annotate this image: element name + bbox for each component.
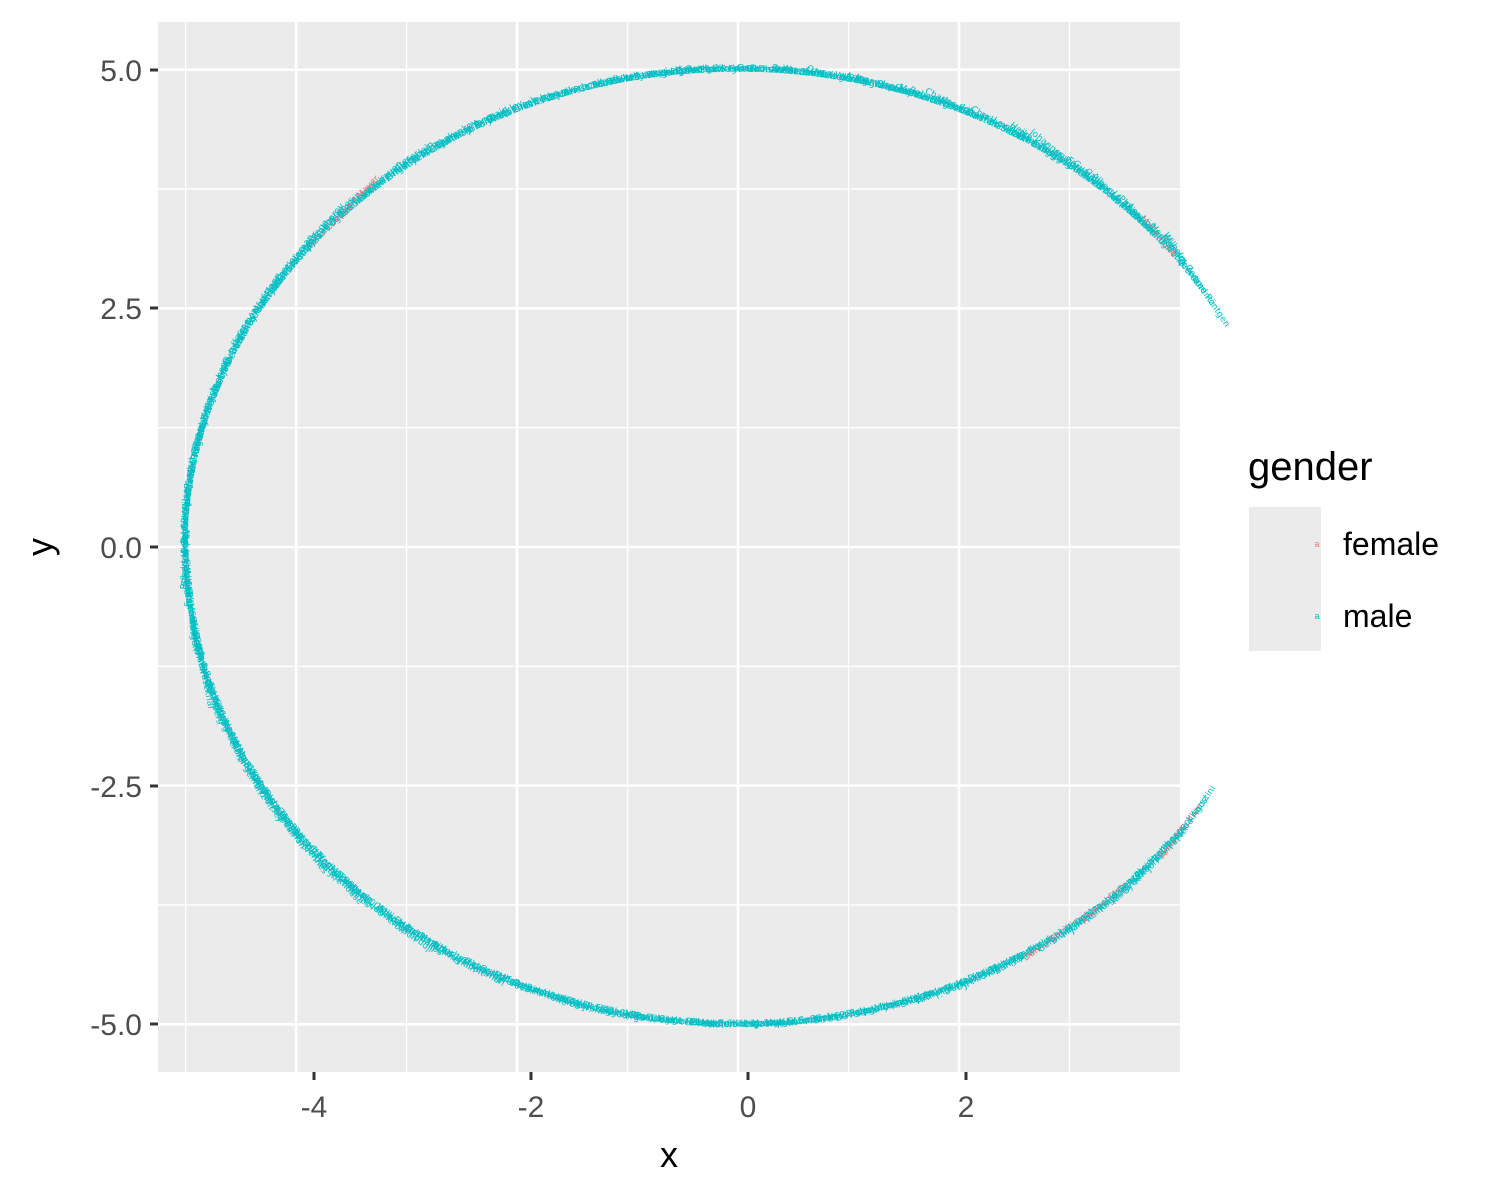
x-tick-label: 0 <box>740 1091 757 1124</box>
x-tick-label: -2 <box>518 1091 545 1124</box>
laureate-label: Arno Penzias <box>180 496 193 554</box>
legend-key-male: a <box>1314 611 1319 621</box>
legend-title: gender <box>1248 445 1373 489</box>
laureate-label: Ernest Lawrence <box>675 63 751 76</box>
laureate-label: Abdus Salam <box>180 528 191 587</box>
y-tick-label: -2.5 <box>90 771 142 804</box>
y-axis-title: y <box>19 538 60 556</box>
laureate-label: Peter Grünberg <box>690 1018 759 1030</box>
laureate-label: Pierre Agostini <box>1174 784 1219 843</box>
laureate-label: George Paget Thomson <box>685 65 790 75</box>
laureate-label: Makoto Kobayashi <box>697 1019 779 1029</box>
legend-key-female: a <box>1314 539 1319 549</box>
laureate-label: Victor F. Hess <box>732 64 793 77</box>
legend-label-male: male <box>1343 598 1412 634</box>
laureate-label: Val Fitch <box>181 571 194 609</box>
laureate-label: James Cronin <box>180 549 194 610</box>
laureate-label: Steven Weinberg <box>179 530 192 607</box>
legend: gender a a female male <box>1248 445 1439 651</box>
x-axis: -4 -2 0 2 x <box>301 1072 975 1175</box>
y-tick-label: -5.0 <box>90 1009 142 1042</box>
legend-label-female: female <box>1343 526 1439 562</box>
laureate-label: Robert Woodrow Wilson <box>180 483 192 590</box>
grid-major <box>158 22 1180 1072</box>
laureate-label: Yoichiro Nambu <box>727 1017 798 1030</box>
laureate-label: Pyotr Kapitsa <box>180 484 194 544</box>
x-axis-title: x <box>660 1134 678 1175</box>
laureate-label: Toshihide Maskawa <box>706 1018 793 1030</box>
legend-key-background <box>1249 507 1321 651</box>
laureate-label: Albert Fert <box>688 1018 736 1030</box>
y-tick-label: 2.5 <box>100 293 142 326</box>
laureate-label: Sheldon Glashow <box>181 508 191 586</box>
laureate-label: Clinton Davisson <box>712 64 788 76</box>
y-axis: 5.0 2.5 0.0 -2.5 -5.0 y <box>19 55 158 1042</box>
y-tick-label: 0.0 <box>100 532 142 565</box>
x-tick-label: -4 <box>301 1091 328 1124</box>
y-tick-label: 5.0 <box>100 55 142 88</box>
laureate-label: Otto Stern <box>676 64 723 77</box>
x-tick-label: 2 <box>958 1091 975 1124</box>
laureate-label: Charles K. Kao <box>742 1016 808 1030</box>
laureate-label: John C. Mather <box>666 1016 734 1031</box>
laureate-label: Enrico Fermi <box>697 64 753 75</box>
